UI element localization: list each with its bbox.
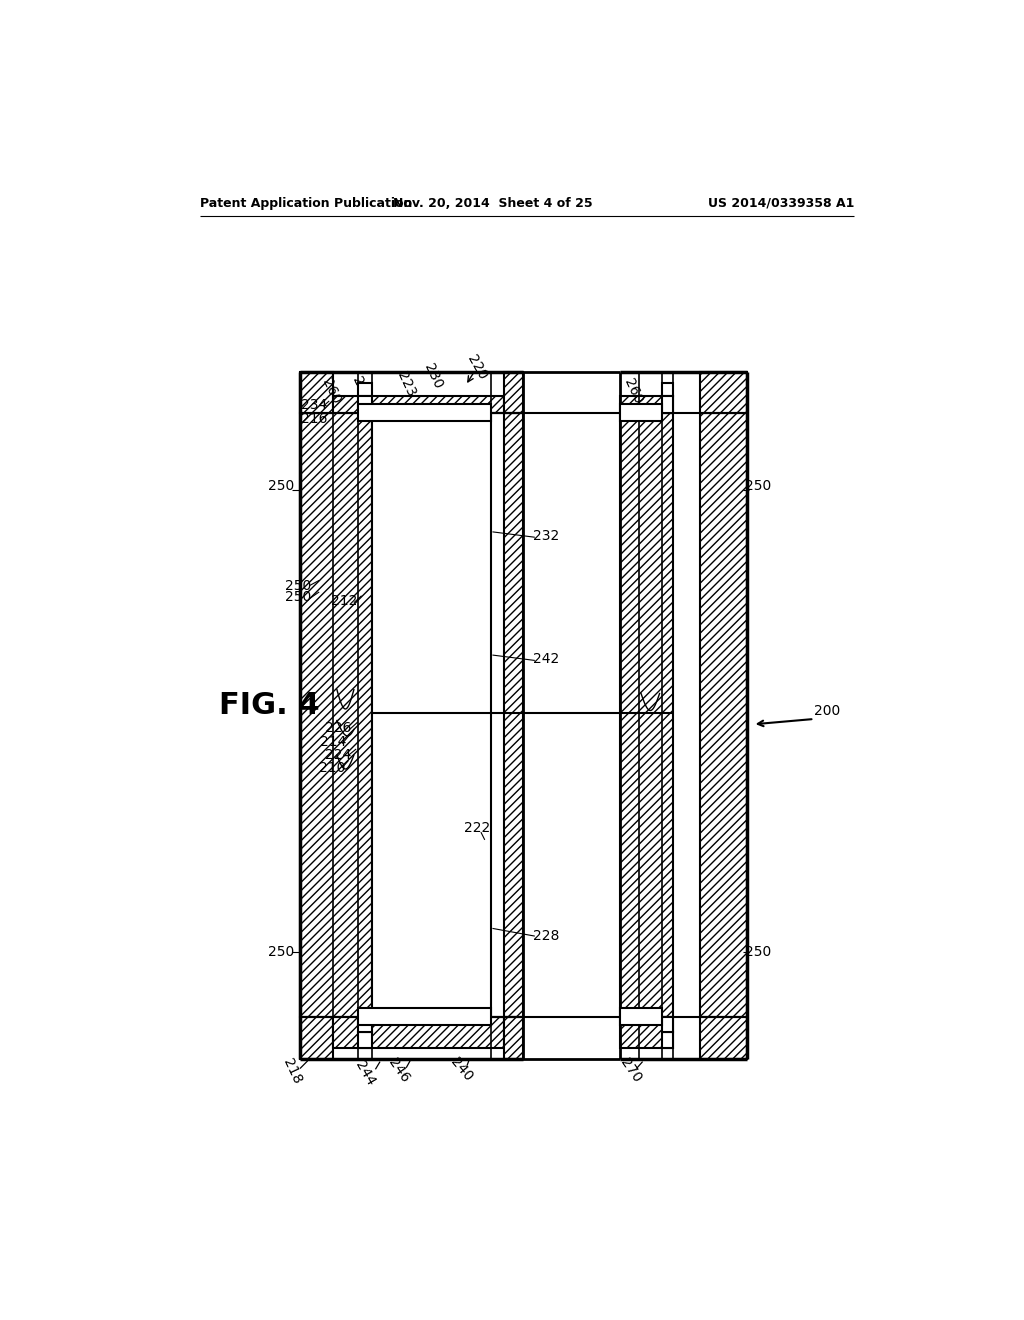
Bar <box>357 383 372 396</box>
Bar <box>620 1008 662 1026</box>
Text: 214: 214 <box>319 735 346 748</box>
Text: 270: 270 <box>617 1056 644 1085</box>
Bar <box>504 1016 523 1059</box>
Text: 250: 250 <box>745 945 771 958</box>
Text: 226: 226 <box>326 721 351 735</box>
Bar <box>662 1032 674 1048</box>
Bar <box>357 404 490 421</box>
Text: 250: 250 <box>268 945 295 958</box>
Bar <box>300 372 333 412</box>
Text: 234: 234 <box>301 397 327 412</box>
Text: 246: 246 <box>385 1056 412 1085</box>
Text: 236: 236 <box>349 375 374 404</box>
Text: 223: 223 <box>394 370 418 399</box>
Text: 210: 210 <box>319 762 345 775</box>
Bar <box>300 412 372 1016</box>
Bar <box>357 1008 490 1026</box>
Text: 244: 244 <box>353 1059 378 1088</box>
Text: 250: 250 <box>286 578 311 593</box>
Text: Patent Application Publication: Patent Application Publication <box>200 197 413 210</box>
Text: 260: 260 <box>622 376 645 405</box>
Text: 260: 260 <box>318 376 343 407</box>
Text: 250: 250 <box>286 590 311 605</box>
Text: 200: 200 <box>814 705 841 718</box>
Bar <box>700 1016 746 1059</box>
Bar <box>700 372 746 412</box>
Bar <box>357 1032 372 1048</box>
Bar <box>700 412 746 1016</box>
Text: 232: 232 <box>534 529 559 543</box>
Bar <box>300 1016 333 1059</box>
Text: 230: 230 <box>421 362 445 391</box>
Text: 250: 250 <box>745 479 771 492</box>
Bar <box>333 1016 504 1048</box>
Text: Nov. 20, 2014  Sheet 4 of 25: Nov. 20, 2014 Sheet 4 of 25 <box>392 197 592 210</box>
Text: 250: 250 <box>268 479 295 492</box>
Bar <box>504 412 523 1016</box>
Bar <box>620 412 674 1016</box>
Bar <box>620 404 662 421</box>
Bar <box>333 396 504 412</box>
Bar <box>357 1016 372 1032</box>
Text: 242: 242 <box>534 652 559 665</box>
Text: 218: 218 <box>281 1056 304 1086</box>
Text: 228: 228 <box>534 929 559 942</box>
Text: 222: 222 <box>464 821 490 836</box>
Text: 224: 224 <box>326 748 351 762</box>
Text: 240: 240 <box>447 1055 475 1084</box>
Bar <box>357 396 372 412</box>
Bar <box>620 396 674 412</box>
Text: 216: 216 <box>301 412 327 425</box>
Bar <box>372 412 490 1016</box>
Bar <box>662 383 674 396</box>
Text: US 2014/0339358 A1: US 2014/0339358 A1 <box>708 197 854 210</box>
Text: FIG. 4: FIG. 4 <box>219 690 319 719</box>
Text: 212: 212 <box>331 594 357 609</box>
Bar <box>662 396 674 412</box>
Bar <box>620 1016 674 1048</box>
Bar <box>662 1016 674 1032</box>
Text: 220: 220 <box>465 352 489 381</box>
Bar <box>504 372 523 412</box>
